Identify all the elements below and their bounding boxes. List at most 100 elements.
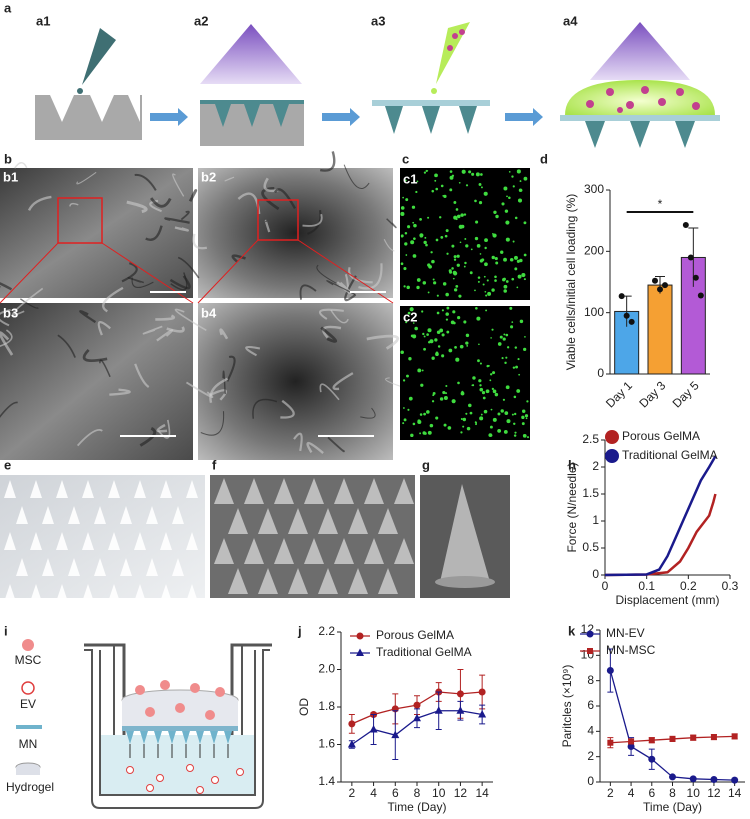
- cell-dot: [460, 431, 463, 434]
- transwell-contents: [126, 680, 244, 794]
- needle: [82, 480, 94, 498]
- needle: [675, 121, 695, 148]
- data-point: [692, 274, 699, 281]
- sem-fiber: [188, 189, 198, 202]
- sem-image: [198, 303, 393, 460]
- panel-label: b3: [3, 305, 18, 320]
- sem-fiber: [76, 171, 97, 185]
- msc: [190, 683, 200, 693]
- needle: [364, 478, 384, 504]
- cell-dot: [508, 170, 511, 173]
- marker: [627, 743, 635, 751]
- cell-dot: [491, 387, 495, 391]
- cell-dot: [521, 409, 526, 413]
- marker: [648, 755, 656, 763]
- cell-dot: [519, 180, 522, 183]
- cell-dot: [483, 191, 488, 196]
- cell-dot: [432, 278, 435, 281]
- cell-dot: [489, 434, 493, 437]
- cell-dot: [485, 294, 488, 297]
- cell-dot: [483, 275, 486, 278]
- pipette: [82, 28, 116, 85]
- marker: [669, 735, 676, 742]
- cell-dot: [463, 320, 467, 324]
- cell-dot: [474, 199, 477, 203]
- needle: [385, 106, 403, 134]
- x-tick-label: 12: [707, 786, 721, 800]
- arrow: [505, 108, 543, 126]
- sem-fiber: [319, 383, 340, 401]
- cell-dot: [493, 210, 497, 214]
- cell-dot: [475, 306, 478, 310]
- needle: [273, 104, 289, 127]
- needle: [160, 584, 172, 602]
- sem-fiber: [366, 334, 400, 350]
- cell-dot: [472, 376, 476, 380]
- sem-fiber: [200, 411, 225, 436]
- panel-label: b: [4, 151, 12, 166]
- cell-dot: [441, 309, 444, 312]
- y-axis-label: OD: [297, 698, 311, 716]
- cell: [459, 29, 465, 35]
- sem-image: [0, 168, 193, 298]
- x-tick-label: 14: [475, 786, 489, 800]
- cell-dot: [475, 423, 477, 426]
- cell-dot: [409, 307, 414, 312]
- data-point: [628, 318, 635, 325]
- sem-fiber: [330, 309, 349, 324]
- sem-fiber: [322, 325, 342, 339]
- cell-dot: [412, 254, 417, 258]
- needle: [304, 478, 324, 504]
- msc: [215, 687, 225, 697]
- cell-dot: [459, 241, 462, 244]
- sem-fiber: [307, 210, 322, 235]
- cell-dot: [456, 263, 460, 267]
- needle: [120, 506, 132, 524]
- photo: [0, 475, 205, 598]
- panel-label: h: [568, 457, 576, 472]
- cell-dot: [443, 423, 447, 427]
- needle: [304, 538, 324, 564]
- cell-dot: [446, 252, 449, 255]
- marker: [348, 720, 356, 728]
- legend-label: MN: [19, 737, 38, 751]
- cell-dot: [502, 278, 506, 282]
- data-point: [697, 292, 704, 299]
- legend-label: Hydrogel: [6, 780, 54, 794]
- panel-label: g: [422, 457, 430, 472]
- data-point: [618, 293, 625, 300]
- x-tick-label: 8: [669, 786, 676, 800]
- cell-dot: [503, 289, 507, 293]
- needle: [120, 558, 132, 576]
- needle: [228, 568, 248, 594]
- bar: [647, 284, 673, 375]
- cell-dot: [501, 202, 505, 206]
- cell-dot: [402, 379, 406, 382]
- needle-array: [4, 478, 414, 602]
- cell-dot: [505, 356, 508, 359]
- marker: [434, 706, 443, 714]
- cell-dot: [412, 221, 415, 224]
- sem-fiber: [174, 308, 207, 332]
- cell-dot: [403, 285, 406, 288]
- cell-dot: [407, 311, 411, 315]
- cell-dot: [508, 196, 511, 200]
- cell-dot: [523, 176, 528, 181]
- panel-label: b4: [201, 305, 217, 320]
- cell-dot: [522, 433, 527, 438]
- needle: [160, 480, 172, 498]
- ev: [146, 784, 154, 792]
- cell-dot: [465, 341, 469, 345]
- cell-dot: [506, 346, 510, 349]
- needle: [186, 584, 198, 602]
- needle: [154, 731, 162, 744]
- legend-swatch: [605, 449, 619, 463]
- y-tick-label: 0.5: [582, 540, 599, 554]
- cell-dot: [427, 216, 430, 219]
- cell-dot: [484, 238, 488, 243]
- zoom-box: [257, 199, 299, 241]
- cell-dot: [442, 282, 447, 286]
- cell-dot: [424, 236, 427, 239]
- y-axis-label: Viable cells/initial cell loading (%): [564, 194, 578, 371]
- cell-dot: [494, 256, 498, 261]
